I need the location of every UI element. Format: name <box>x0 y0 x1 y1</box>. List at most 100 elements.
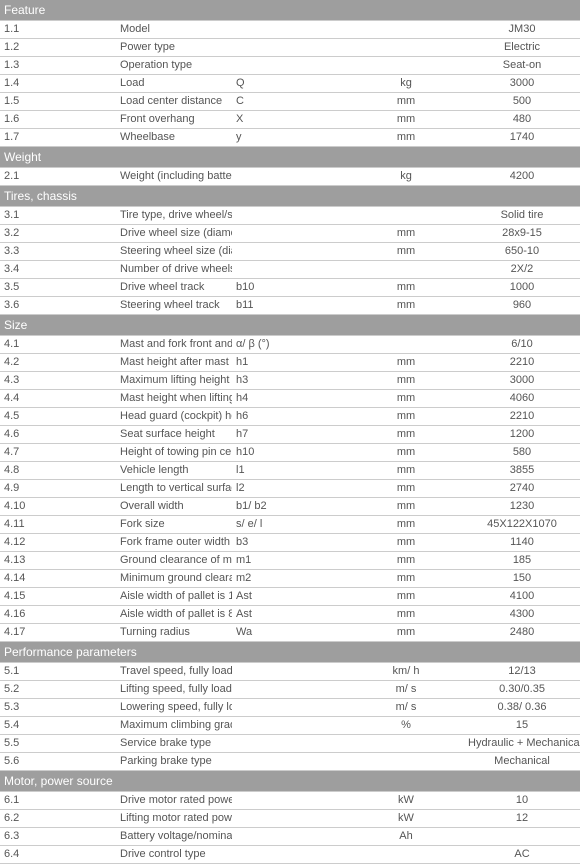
spec-value <box>464 828 580 846</box>
spec-symbol: Wa <box>232 624 348 642</box>
spec-unit: km/ h <box>348 663 464 681</box>
spec-value: 0.38/ 0.36 <box>464 699 580 717</box>
spec-row: 4.3Maximum lifting height of standard ma… <box>0 372 580 390</box>
spec-value: Seat-on <box>464 57 580 75</box>
spec-row: 3.5Drive wheel trackb10mm1000 <box>0 279 580 297</box>
section-title: Weight <box>0 147 580 168</box>
spec-unit: mm <box>348 426 464 444</box>
spec-label: Load center distance <box>116 93 232 111</box>
spec-label: Height of towing pin center <box>116 444 232 462</box>
spec-value: 4300 <box>464 606 580 624</box>
spec-num: 1.2 <box>0 39 116 57</box>
spec-num: 3.6 <box>0 297 116 315</box>
spec-num: 3.2 <box>0 225 116 243</box>
spec-label: Lifting speed, fully loaded/unloaded <box>116 681 232 699</box>
spec-symbol: Ast <box>232 606 348 624</box>
spec-value: 28x9-15 <box>464 225 580 243</box>
spec-row: 4.17Turning radiusWamm2480 <box>0 624 580 642</box>
spec-symbol <box>232 792 348 810</box>
spec-label: Service brake type <box>116 735 232 753</box>
spec-num: 4.14 <box>0 570 116 588</box>
spec-symbol: m2 <box>232 570 348 588</box>
spec-num: 4.9 <box>0 480 116 498</box>
spec-label: Number of drive wheels, steering wheels … <box>116 261 232 279</box>
spec-unit: mm <box>348 111 464 129</box>
spec-num: 1.6 <box>0 111 116 129</box>
spec-value: Mechanical <box>464 753 580 771</box>
spec-label: Drive control type <box>116 846 232 864</box>
spec-symbol: h4 <box>232 390 348 408</box>
spec-value: JM30 <box>464 21 580 39</box>
spec-label: Head guard (cockpit) height <box>116 408 232 426</box>
spec-label: Travel speed, fully loaded/unloaded <box>116 663 232 681</box>
spec-value: 3855 <box>464 462 580 480</box>
spec-unit: kg <box>348 168 464 186</box>
spec-row: 3.6Steering wheel trackb11mm960 <box>0 297 580 315</box>
spec-symbol: y <box>232 129 348 147</box>
spec-symbol <box>232 753 348 771</box>
spec-row: 1.7Wheelbaseymm1740 <box>0 129 580 147</box>
spec-row: 1.2Power typeElectric <box>0 39 580 57</box>
spec-symbol <box>232 735 348 753</box>
spec-symbol: h3 <box>232 372 348 390</box>
spec-value: Solid tire <box>464 207 580 225</box>
spec-num: 6.2 <box>0 810 116 828</box>
section-title: Size <box>0 315 580 336</box>
spec-unit <box>348 261 464 279</box>
spec-value: 580 <box>464 444 580 462</box>
spec-unit: mm <box>348 498 464 516</box>
spec-num: 6.3 <box>0 828 116 846</box>
spec-value: 3000 <box>464 75 580 93</box>
spec-value: 15 <box>464 717 580 735</box>
spec-row: 4.13Ground clearance of mast bottom with… <box>0 552 580 570</box>
spec-label: Tire type, drive wheel/steering wheel <box>116 207 232 225</box>
spec-symbol <box>232 261 348 279</box>
spec-value: 2480 <box>464 624 580 642</box>
spec-symbol <box>232 207 348 225</box>
spec-row: 6.2Lifting motor rated power S3 15%kW12 <box>0 810 580 828</box>
spec-value: 960 <box>464 297 580 315</box>
spec-row: 4.1Mast and fork front and rear tilt ang… <box>0 336 580 354</box>
spec-symbol <box>232 243 348 261</box>
spec-num: 4.1 <box>0 336 116 354</box>
spec-num: 3.1 <box>0 207 116 225</box>
spec-row: 5.4Maximum climbing grade, fully loaded/… <box>0 717 580 735</box>
spec-symbol <box>232 225 348 243</box>
spec-row: 6.4Drive control typeAC <box>0 846 580 864</box>
spec-num: 1.5 <box>0 93 116 111</box>
spec-num: 5.1 <box>0 663 116 681</box>
spec-unit: mm <box>348 408 464 426</box>
spec-symbol: l1 <box>232 462 348 480</box>
spec-row: 4.4Mast height when lifting to the highe… <box>0 390 580 408</box>
spec-symbol <box>232 846 348 864</box>
spec-row: 4.6Seat surface heighth7mm1200 <box>0 426 580 444</box>
spec-row: 1.5Load center distanceCmm500 <box>0 93 580 111</box>
spec-value: Hydraulic + Mechanical <box>464 735 580 753</box>
spec-unit <box>348 21 464 39</box>
spec-row: 5.5Service brake type Hydraulic + Mechani… <box>0 735 580 753</box>
spec-label: Fork frame outer width <box>116 534 232 552</box>
spec-symbol: Q <box>232 75 348 93</box>
spec-label: Drive wheel track <box>116 279 232 297</box>
spec-row: 4.7Height of towing pin centerh10mm580 <box>0 444 580 462</box>
spec-row: 3.1Tire type, drive wheel/steering wheel… <box>0 207 580 225</box>
spec-num: 5.5 <box>0 735 116 753</box>
spec-symbol <box>232 699 348 717</box>
spec-num: 3.5 <box>0 279 116 297</box>
spec-symbol: h6 <box>232 408 348 426</box>
spec-unit: kW <box>348 792 464 810</box>
spec-value: 480 <box>464 111 580 129</box>
spec-unit: mm <box>348 444 464 462</box>
spec-value: 10 <box>464 792 580 810</box>
spec-row: 1.3Operation typeSeat-on <box>0 57 580 75</box>
spec-label: Lowering speed, fully loaded/unloaded <box>116 699 232 717</box>
spec-unit: mm <box>348 354 464 372</box>
spec-num: 2.1 <box>0 168 116 186</box>
spec-unit: mm <box>348 390 464 408</box>
spec-unit: kg <box>348 75 464 93</box>
spec-num: 4.11 <box>0 516 116 534</box>
spec-num: 4.7 <box>0 444 116 462</box>
spec-label: Ground clearance of mast bottom with ful… <box>116 552 232 570</box>
spec-label: Seat surface height <box>116 426 232 444</box>
spec-unit: Ah <box>348 828 464 846</box>
